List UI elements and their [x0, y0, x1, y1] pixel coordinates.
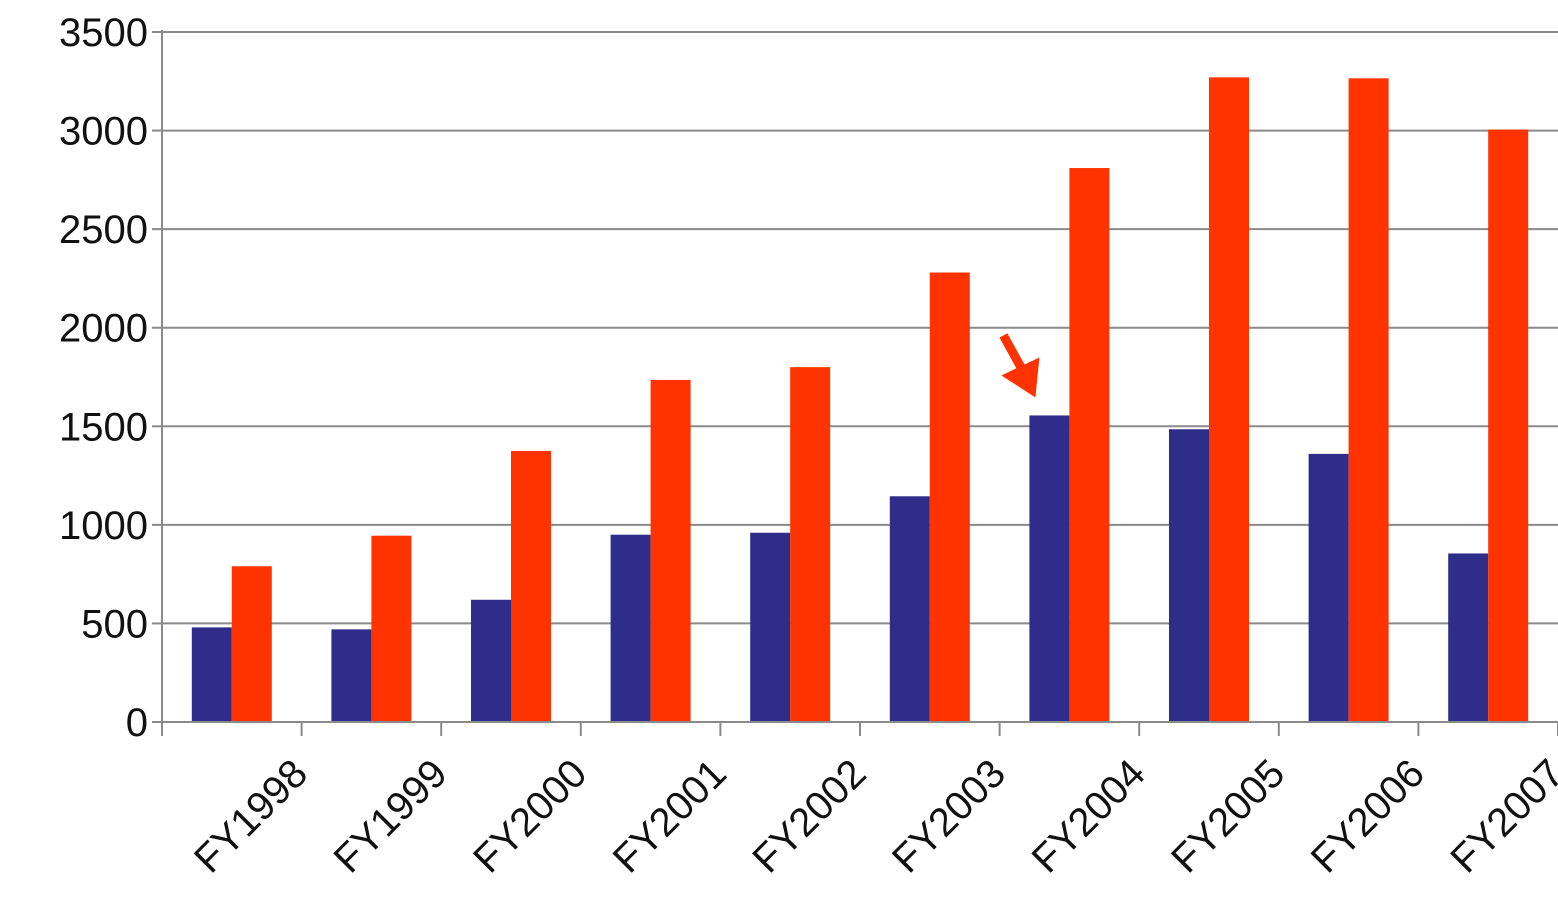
- y-tick-label: 3500: [59, 11, 148, 55]
- arrow-annotation: [999, 333, 1040, 398]
- x-tick-label: FY2006: [1303, 751, 1433, 881]
- y-tick-label: 1000: [59, 504, 148, 548]
- bar-series-1: [191, 627, 232, 722]
- bar-series-2: [511, 450, 551, 722]
- annotations: [999, 333, 1040, 398]
- x-tick-label: FY2000: [465, 751, 595, 881]
- bar-series-2: [929, 272, 970, 722]
- bar-series-1: [471, 599, 511, 722]
- bars: [191, 77, 1529, 723]
- y-tick-label: 500: [81, 602, 148, 646]
- bar-series-2: [650, 379, 691, 722]
- x-tick-label: FY2007: [1442, 751, 1558, 881]
- y-tick-label: 0: [126, 701, 148, 745]
- bar-series-1: [1029, 415, 1070, 722]
- bar-series-1: [1169, 429, 1209, 722]
- y-tick-label: 2500: [59, 208, 148, 252]
- bar-series-1: [331, 629, 372, 722]
- bar-series-2: [1488, 129, 1529, 723]
- x-tick-label: FY1999: [326, 751, 456, 881]
- bar-series-1: [1448, 553, 1489, 722]
- x-tick-label: FY2001: [605, 751, 735, 881]
- x-tick-label: FY2004: [1024, 751, 1154, 881]
- y-tick-label: 3000: [59, 110, 148, 154]
- x-tick-label: FY2005: [1163, 751, 1293, 881]
- bar-series-1: [610, 534, 651, 722]
- bar-series-1: [750, 532, 791, 722]
- y-tick-label: 2000: [59, 307, 148, 351]
- bar-series-1: [889, 496, 930, 722]
- bar-series-2: [1348, 78, 1389, 723]
- x-tick-label: FY2002: [744, 751, 874, 881]
- arrow-head: [1001, 357, 1040, 398]
- axes: [161, 30, 1558, 736]
- y-axis-ticks: 0 500 1000 1500 2000 2500 3000 3500: [59, 11, 162, 745]
- gridlines: [162, 31, 1558, 625]
- bar-series-2: [1069, 168, 1110, 722]
- bar-series-1: [1308, 453, 1349, 722]
- y-tick-label: 1500: [59, 405, 148, 449]
- x-axis-labels: FY1998 FY1999 FY2000 FY2001 FY2002 FY2003 FY20…: [186, 751, 1558, 881]
- bar-series-2: [371, 535, 412, 722]
- bar-series-2: [1209, 77, 1249, 723]
- x-tick-label: FY2003: [884, 751, 1014, 881]
- bar-series-2: [790, 367, 831, 722]
- bar-series-2: [231, 566, 272, 722]
- x-tick-label: FY1998: [186, 751, 316, 881]
